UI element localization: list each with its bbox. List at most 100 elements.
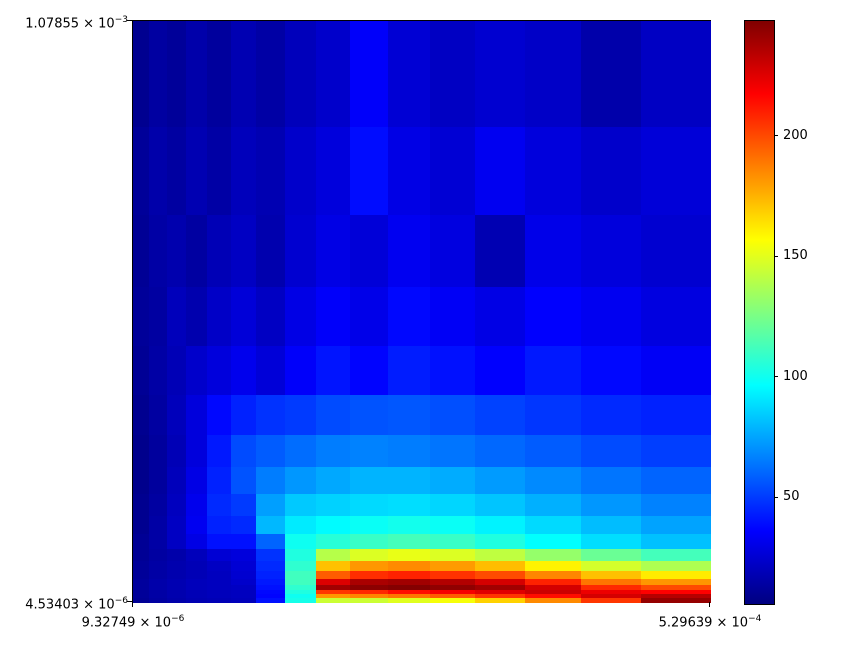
heatmap-cell	[284, 594, 317, 599]
heatmap-cell	[429, 589, 476, 595]
heatmap-cell	[256, 570, 286, 580]
heatmap-cell	[580, 394, 642, 436]
heatmap-cell	[350, 286, 389, 347]
heatmap-cell	[256, 534, 286, 550]
heatmap-cell	[580, 346, 642, 396]
heatmap-cell	[350, 578, 389, 586]
heatmap-cell	[230, 584, 258, 591]
heatmap-cell	[641, 578, 711, 586]
heatmap-cell	[133, 394, 150, 436]
heatmap-cell	[230, 346, 258, 396]
heatmap-cell	[580, 21, 642, 128]
heatmap-cell	[388, 516, 431, 535]
heatmap-cell	[284, 589, 317, 595]
x-axis-tick-left	[132, 602, 133, 607]
heatmap-cell	[230, 434, 258, 468]
heatmap-cell	[316, 589, 351, 595]
heatmap-cell	[230, 286, 258, 347]
heatmap-cell	[133, 534, 150, 550]
heatmap-cell	[166, 434, 187, 468]
heatmap-cell	[525, 597, 582, 603]
heatmap-cell	[256, 346, 286, 396]
heatmap-cell	[429, 534, 476, 550]
heatmap-cell	[133, 597, 150, 603]
heatmap-cell	[350, 534, 389, 550]
heatmap-cell	[133, 214, 150, 288]
heatmap-cell	[230, 578, 258, 586]
colorbar-tick-label: 150	[783, 248, 808, 264]
heatmap-cell	[148, 589, 168, 595]
heatmap-cell	[388, 589, 431, 595]
heatmap-cell	[350, 214, 389, 288]
heatmap-cell	[350, 126, 389, 216]
heatmap-cell	[230, 594, 258, 599]
heatmap-cell	[186, 126, 208, 216]
colorbar-tick-label: 100	[783, 368, 808, 384]
heatmap-cell	[284, 346, 317, 396]
heatmap-cell	[207, 126, 232, 216]
heatmap-cell	[429, 286, 476, 347]
heatmap-cell	[316, 346, 351, 396]
heatmap-cell	[148, 594, 168, 599]
heatmap-cell	[641, 493, 711, 517]
heatmap-cell	[525, 346, 582, 396]
x-right-exponent: −4	[748, 614, 762, 624]
heatmap-cell	[525, 21, 582, 128]
heatmap-cell	[388, 286, 431, 347]
heatmap-cell	[429, 214, 476, 288]
heatmap-cell	[148, 516, 168, 535]
heatmap-cell	[230, 493, 258, 517]
heatmap-cell	[475, 594, 526, 599]
heatmap-cell	[284, 466, 317, 495]
heatmap-cell	[388, 434, 431, 468]
heatmap-cell	[641, 516, 711, 535]
heatmap-cell	[148, 493, 168, 517]
heatmap-cell	[580, 584, 642, 591]
heatmap-cell	[186, 584, 208, 591]
heatmap-cell	[525, 516, 582, 535]
heatmap-cell	[186, 594, 208, 599]
heatmap-cell	[133, 286, 150, 347]
heatmap-cell	[207, 214, 232, 288]
heatmap-cell	[525, 594, 582, 599]
heatmap-cell	[166, 21, 187, 128]
colorbar-tick-label: 50	[783, 489, 800, 504]
heatmap-cell	[525, 126, 582, 216]
heatmap-cell	[186, 549, 208, 562]
heatmap-cell	[525, 570, 582, 580]
heatmap-cell	[186, 466, 208, 495]
heatmap-cell	[388, 214, 431, 288]
heatmap-cell	[284, 126, 317, 216]
heatmap-cell	[580, 578, 642, 586]
y-axis-tick-label-top: 1.07855 × 10−3	[0, 13, 128, 31]
heatmap-cell	[316, 214, 351, 288]
heatmap-cell	[429, 394, 476, 436]
colorbar	[744, 20, 775, 605]
heatmap-cell	[429, 570, 476, 580]
heatmap-cell	[256, 493, 286, 517]
heatmap-cell	[284, 584, 317, 591]
heatmap-cell	[166, 597, 187, 603]
heatmap-cell	[230, 597, 258, 603]
heatmap-cell	[350, 584, 389, 591]
heatmap-cell	[475, 570, 526, 580]
colorbar-tick-mark	[774, 135, 778, 137]
heatmap-cell	[133, 126, 150, 216]
heatmap-cell	[230, 21, 258, 128]
heatmap-cell	[350, 594, 389, 599]
heatmap-cell	[641, 394, 711, 436]
heatmap-cell	[475, 21, 526, 128]
heatmap-cell	[388, 584, 431, 591]
heatmap-cell	[186, 597, 208, 603]
heatmap-cell	[230, 549, 258, 562]
heatmap-cell	[316, 594, 351, 599]
heatmap-cell	[148, 560, 168, 572]
heatmap-cell	[641, 214, 711, 288]
heatmap-cell	[525, 394, 582, 436]
heatmap-cell	[525, 584, 582, 591]
heatmap-cell	[475, 394, 526, 436]
heatmap-cell	[284, 214, 317, 288]
heatmap-cell	[256, 549, 286, 562]
heatmap-cell	[133, 578, 150, 586]
